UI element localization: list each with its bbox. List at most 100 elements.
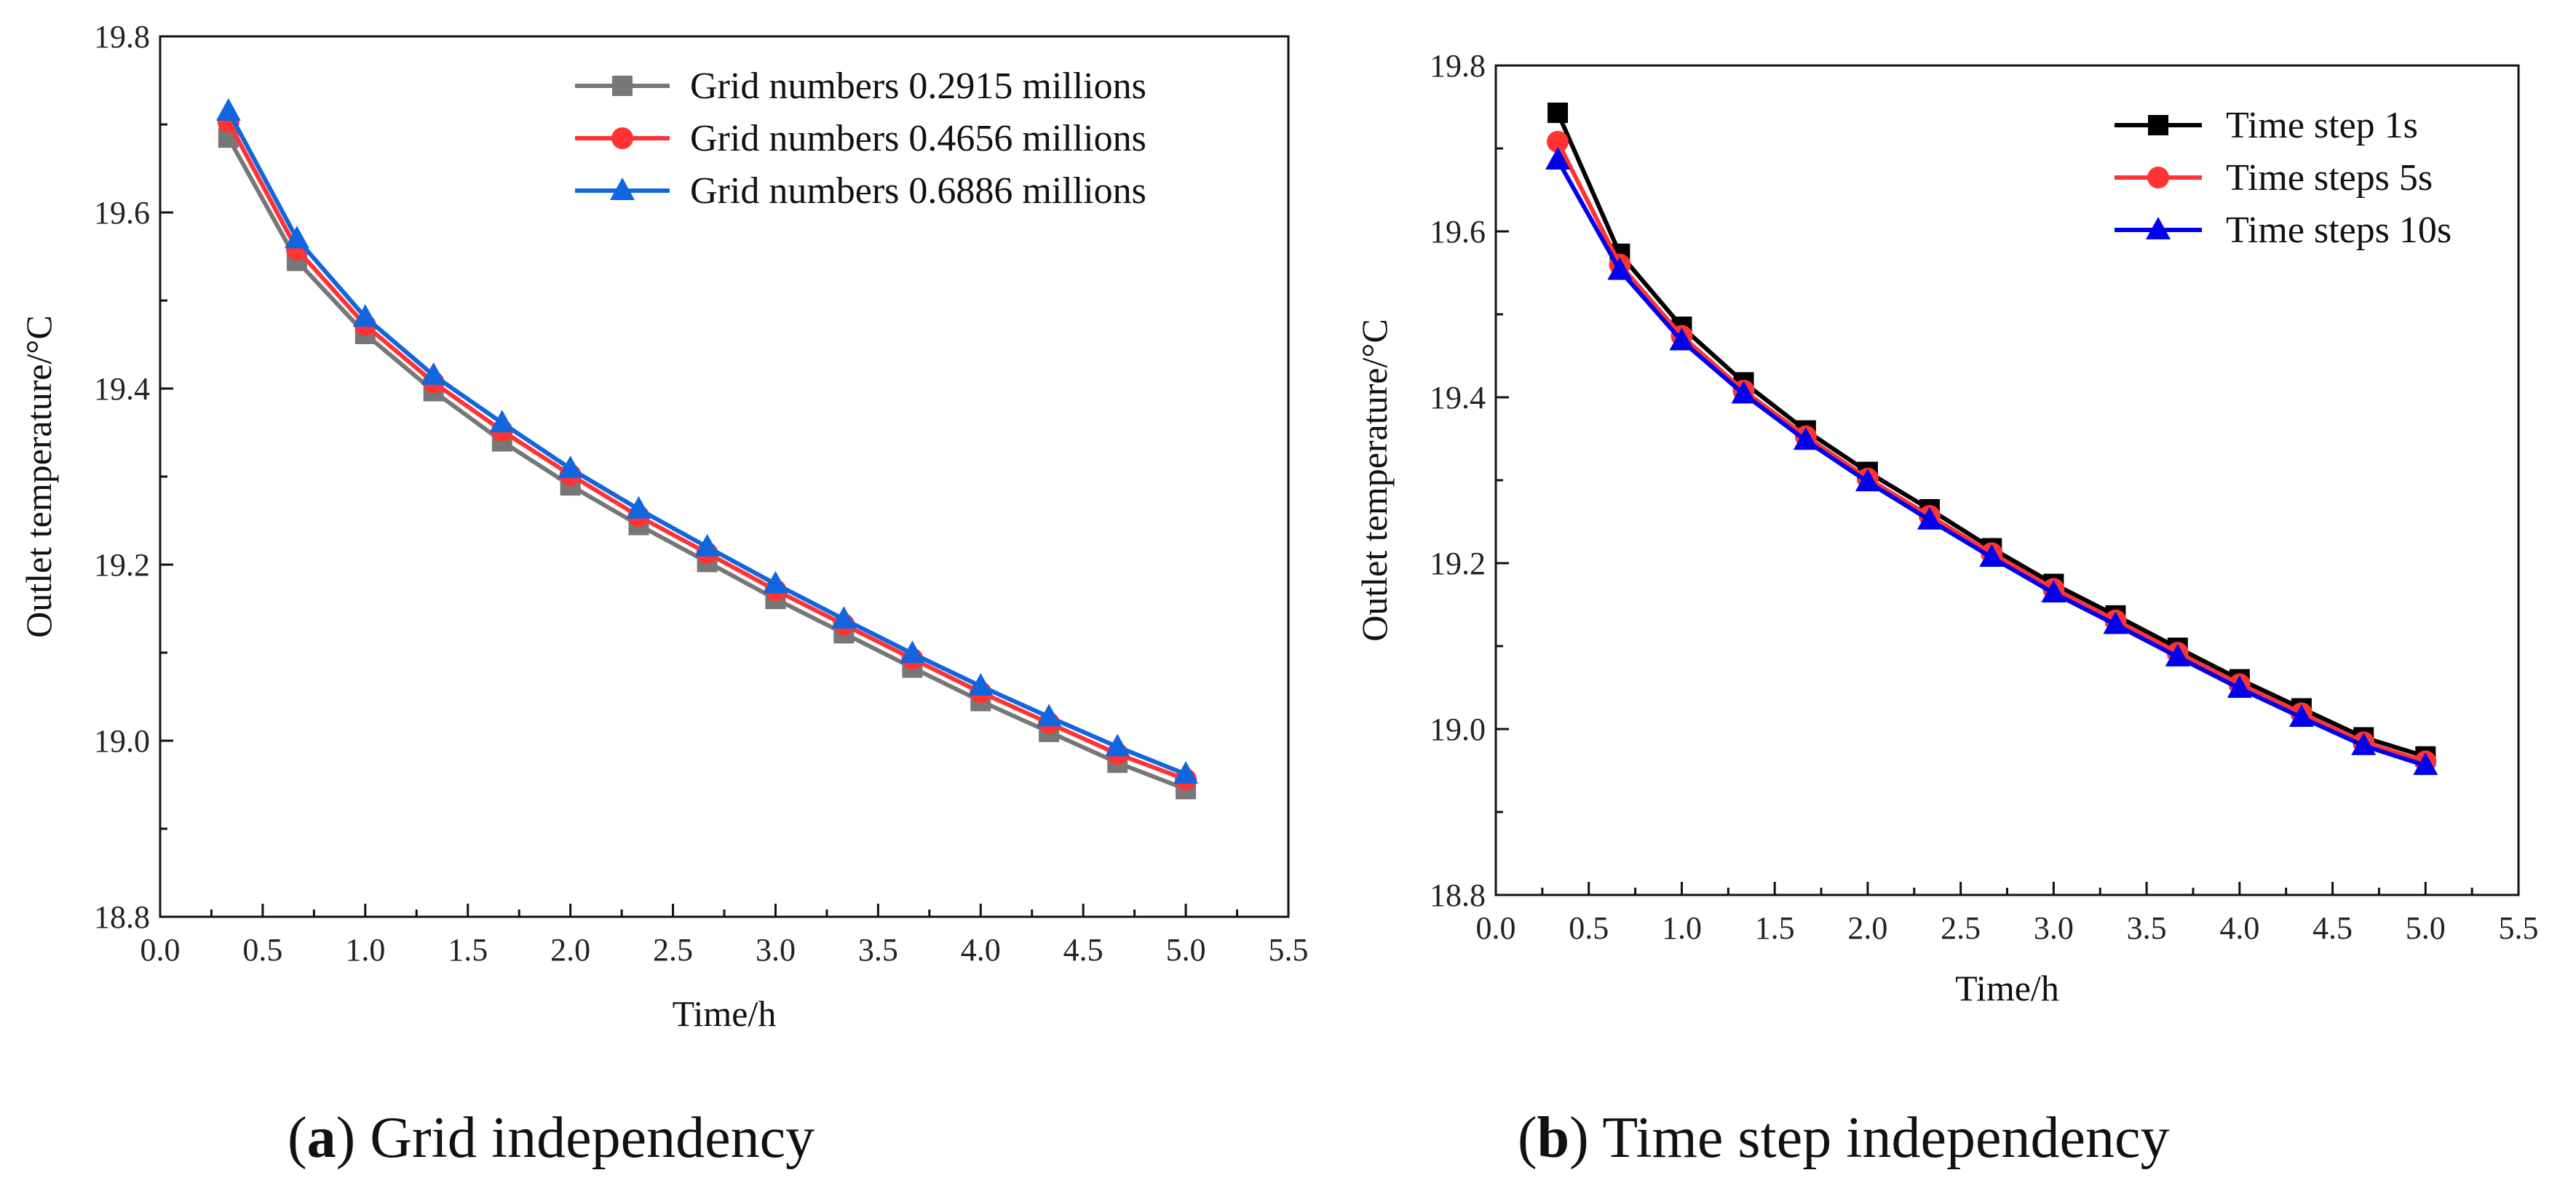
series-1 — [218, 127, 1197, 800]
legend-marker — [2146, 217, 2171, 239]
x-tick-label: 2.0 — [1847, 910, 1887, 946]
x-tick-label: 3.5 — [2127, 910, 2167, 946]
data-point — [694, 533, 720, 557]
data-point — [831, 606, 857, 629]
y-tick-label: 19.0 — [1430, 712, 1486, 747]
legend-marker — [612, 76, 633, 96]
series-3 — [215, 97, 1199, 784]
series-2 — [217, 111, 1197, 791]
data-point — [1917, 506, 1942, 530]
data-point — [900, 640, 925, 664]
y-axis-title: Outlet temperature/°C — [1354, 319, 1395, 641]
legend-entry-3: Grid numbers 0.6886 millions — [575, 170, 1146, 212]
x-tick-label: 5.5 — [2499, 910, 2539, 946]
data-point — [1731, 381, 1756, 404]
x-tick-label: 0.5 — [242, 932, 282, 968]
data-point — [558, 455, 583, 479]
series-line — [226, 136, 1187, 792]
data-point — [489, 410, 515, 433]
x-tick-label: 5.0 — [2406, 910, 2446, 946]
x-tick-label: 4.0 — [2219, 910, 2259, 946]
x-tick-label: 5.5 — [1269, 932, 1309, 968]
caption-a-text: Grid independency — [355, 1106, 815, 1170]
data-point — [2103, 611, 2128, 634]
legend-label: Time steps 10s — [2226, 210, 2452, 251]
x-tick-label: 1.0 — [345, 932, 385, 968]
caption-b: (b) Time step independency — [1518, 1106, 2169, 1170]
y-tick-label: 19.4 — [94, 371, 150, 407]
legend-label: Time steps 5s — [2226, 157, 2433, 199]
x-tick-label: 4.5 — [2313, 910, 2353, 946]
y-tick-label: 19.8 — [94, 19, 150, 55]
caption-a: (a) Grid independency — [288, 1106, 815, 1170]
x-tick-label: 2.5 — [1941, 910, 1981, 946]
caption-b-text: Time step independency — [1589, 1106, 2170, 1170]
legend-entry-2: Time steps 5s — [2115, 157, 2433, 199]
y-tick-label: 18.8 — [1430, 877, 1486, 913]
legend-marker — [2148, 115, 2168, 135]
legend-entry-3: Time steps 10s — [2115, 210, 2452, 251]
data-point — [1037, 704, 1062, 727]
x-axis-title: Time/h — [1955, 968, 2059, 1008]
caption-a-letter: a — [307, 1106, 336, 1170]
data-point — [352, 303, 378, 327]
data-point — [2041, 580, 2066, 603]
y-tick-label: 19.4 — [1430, 380, 1486, 415]
x-tick-label: 2.0 — [550, 932, 590, 968]
x-tick-label: 3.5 — [858, 932, 898, 968]
series-3 — [1545, 146, 2438, 776]
data-point — [1545, 146, 1571, 170]
y-tick-label: 19.8 — [1430, 48, 1486, 84]
legend-label: Grid numbers 0.4656 millions — [690, 118, 1146, 159]
x-tick-label: 1.0 — [1662, 910, 1702, 946]
series-1 — [1547, 102, 2436, 767]
chart-a: 0.0 0.5 1.0 1.5 2.0 2.5 3.0 3.5 4.0 4.5 5.0 5.5 18.8… — [18, 19, 1309, 1034]
x-tick-label: 3.0 — [2034, 910, 2074, 946]
legend-marker — [611, 127, 633, 149]
data-point — [2165, 643, 2190, 666]
legend-entry-1: Grid numbers 0.2915 millions — [575, 65, 1146, 107]
y-tick-label: 19.0 — [94, 723, 150, 759]
plot-frame — [159, 35, 1290, 918]
data-point — [1855, 469, 1880, 492]
x-axis-title: Time/h — [673, 993, 777, 1034]
data-point — [215, 97, 241, 121]
x-tick-label: 1.5 — [448, 932, 488, 968]
data-point — [968, 672, 994, 696]
chart-b: 0.0 0.5 1.0 1.5 2.0 2.5 3.0 3.5 4.0 4.5 5.0 5.5 18.8… — [1354, 48, 2539, 1008]
data-point — [2227, 675, 2252, 699]
data-point — [1979, 544, 2005, 568]
data-point — [2351, 732, 2377, 755]
x-tick-label: 4.5 — [1063, 932, 1103, 968]
legend-entry-2: Grid numbers 0.4656 millions — [575, 118, 1146, 159]
series-line — [226, 120, 1187, 782]
y-tick-label: 19.6 — [1430, 214, 1486, 250]
x-tick-label: 4.0 — [961, 932, 1001, 968]
data-point — [763, 570, 788, 594]
legend-marker — [610, 178, 635, 200]
data-point — [421, 362, 446, 385]
legend-label: Grid numbers 0.6886 millions — [690, 170, 1146, 212]
legend-marker — [2147, 167, 2169, 188]
data-point — [2288, 704, 2314, 728]
y-tick-label: 19.2 — [94, 547, 150, 583]
x-tick-label: 0.0 — [1476, 910, 1516, 946]
data-point — [1173, 760, 1199, 784]
data-point — [284, 226, 309, 249]
y-axis-title: Outlet temperature/°C — [18, 315, 59, 637]
legend-entry-1: Time step 1s — [2115, 105, 2418, 146]
x-tick-label: 0.0 — [140, 932, 181, 968]
data-point — [2413, 752, 2438, 776]
x-tick-label: 1.5 — [1755, 910, 1795, 946]
legend-label: Grid numbers 0.2915 millions — [690, 65, 1146, 107]
data-point — [1105, 733, 1130, 757]
y-tick-label: 19.6 — [94, 195, 150, 231]
data-point — [1793, 427, 1818, 450]
data-point — [626, 496, 651, 519]
x-tick-label: 5.0 — [1166, 932, 1206, 968]
data-point — [1547, 130, 1569, 153]
x-tick-label: 2.5 — [653, 932, 693, 968]
legend-label: Time step 1s — [2226, 105, 2418, 146]
y-tick-label: 18.8 — [94, 899, 150, 935]
